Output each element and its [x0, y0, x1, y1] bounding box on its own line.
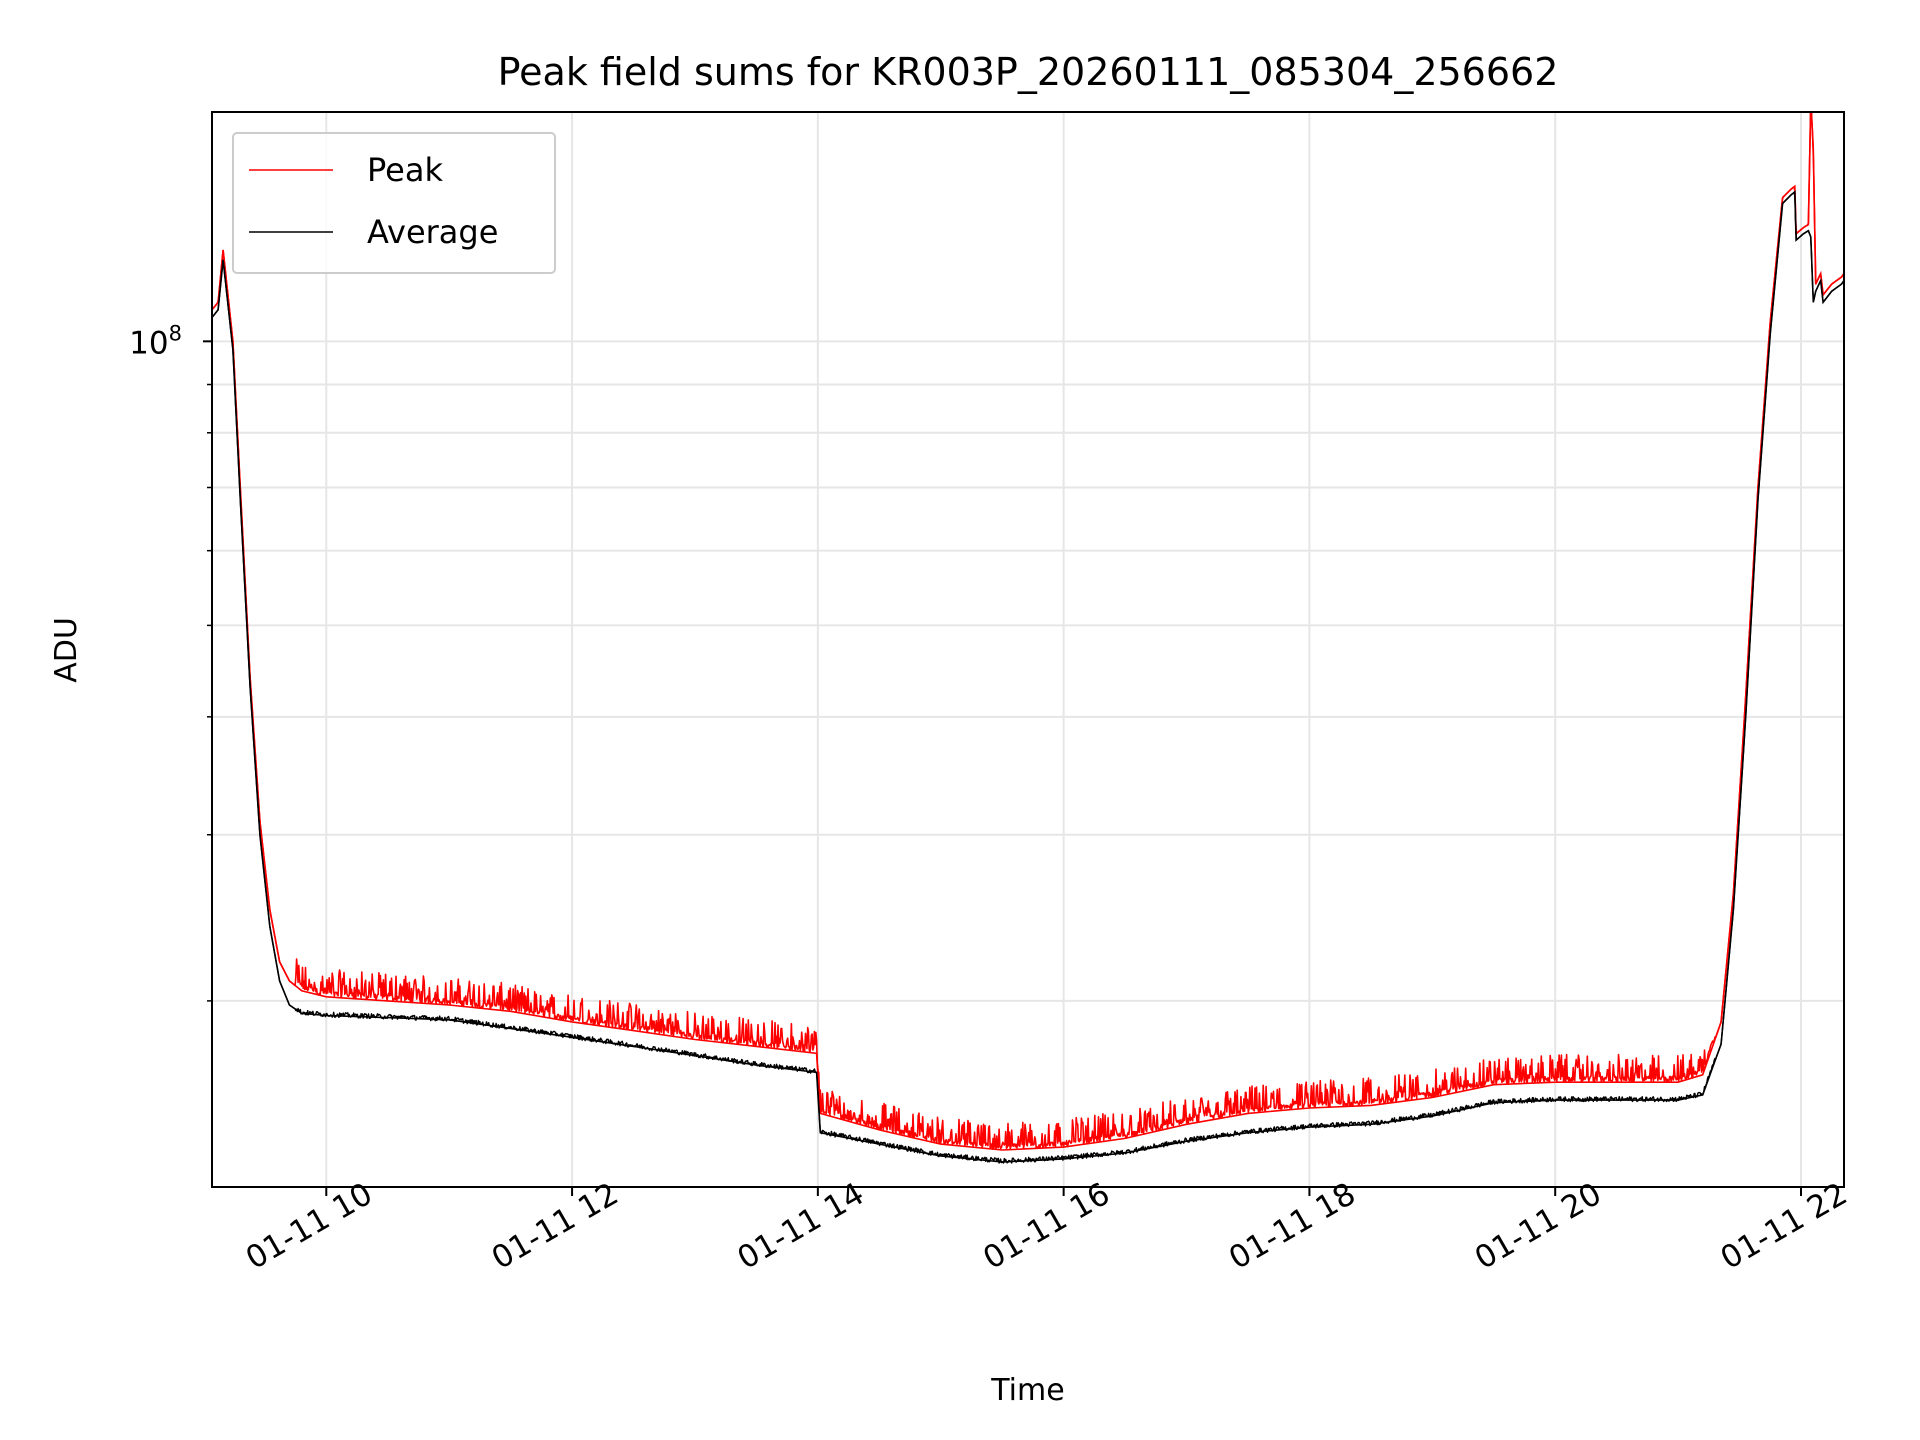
plot-area [212, 112, 1844, 1164]
series-keypoints-average [212, 190, 1844, 1163]
y-axis: 108 [129, 321, 212, 1002]
y-tick-label: 108 [129, 321, 182, 361]
y-axis-label: ADU [49, 617, 84, 683]
legend: Peak Average [232, 132, 556, 274]
series-line-peak [212, 112, 1844, 1150]
x-axis-label: Time [990, 1373, 1064, 1408]
y-tick-label-exponent: 8 [169, 321, 182, 345]
series-keypoints-peak [212, 112, 1844, 1151]
plot-frame [211, 111, 1845, 1188]
legend-label-average: Average [367, 213, 498, 251]
y-tick-label-base: 10 [129, 325, 168, 361]
legend-box [232, 132, 556, 274]
chart-title: Peak field sums for KR003P_20260111_0853… [498, 50, 1559, 94]
legend-label-peak: Peak [367, 151, 443, 189]
